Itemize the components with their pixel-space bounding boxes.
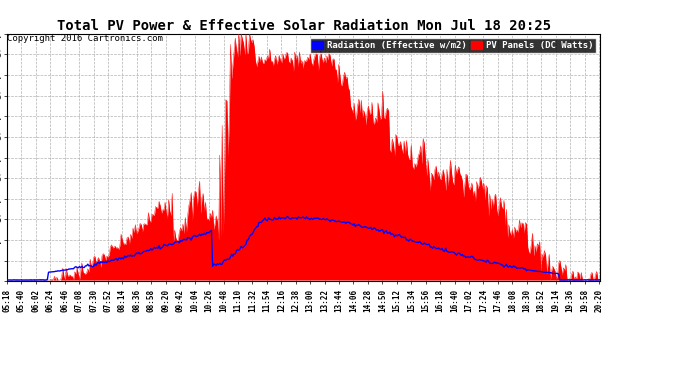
Text: Copyright 2016 Cartronics.com: Copyright 2016 Cartronics.com [7, 34, 163, 43]
Legend: Radiation (Effective w/m2), PV Panels (DC Watts): Radiation (Effective w/m2), PV Panels (D… [310, 38, 595, 53]
Title: Total PV Power & Effective Solar Radiation Mon Jul 18 20:25: Total PV Power & Effective Solar Radiati… [57, 19, 551, 33]
